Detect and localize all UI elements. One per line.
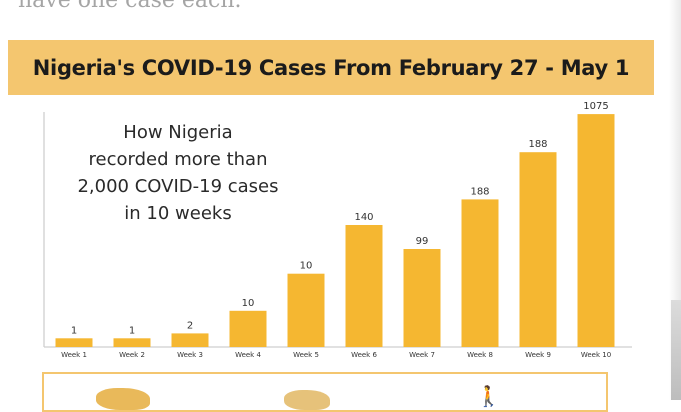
bar-week-5 xyxy=(287,273,325,347)
value-labels-group: 1 1 2 10 10 140 99 188 188 1075 xyxy=(71,101,609,336)
bar-week-6 xyxy=(345,225,383,347)
x-tick-label: Week 9 xyxy=(525,351,551,359)
banner-title: Nigeria's COVID-19 Cases From February 2… xyxy=(32,55,630,80)
decorative-shape xyxy=(284,390,330,410)
chart-title-line: in 10 weeks xyxy=(124,203,231,224)
bar-week-8 xyxy=(461,199,499,347)
data-label: 188 xyxy=(470,186,489,197)
x-tick-label: Week 10 xyxy=(581,351,611,359)
data-label: 10 xyxy=(300,261,313,272)
x-tick-label: Week 7 xyxy=(409,351,435,359)
x-tick-label: Week 4 xyxy=(235,351,261,359)
data-label: 1 xyxy=(129,325,135,336)
bars-group xyxy=(55,114,615,347)
scroll-edge xyxy=(671,300,681,400)
data-label: 188 xyxy=(528,139,547,150)
tick-labels-group: Week 1 Week 2 Week 3 Week 4 Week 5 Week 6 Week… xyxy=(61,351,611,359)
bar-week-9 xyxy=(519,152,557,347)
data-label: 2 xyxy=(187,320,193,331)
data-label: 140 xyxy=(354,212,373,223)
top-text-snippet: have one case each. xyxy=(18,0,242,13)
chart-title: How Nigeria recorded more than 2,000 COVID… xyxy=(77,122,278,224)
data-label: 1 xyxy=(71,325,77,336)
person-icon: 🚶 xyxy=(476,384,501,408)
bar-week-7 xyxy=(403,249,441,347)
chart-title-line: recorded more than xyxy=(89,149,268,170)
x-tick-label: Week 3 xyxy=(177,351,203,359)
data-label: 1075 xyxy=(583,101,608,112)
x-tick-label: Week 8 xyxy=(467,351,493,359)
data-label: 10 xyxy=(242,298,255,309)
bar-week-2 xyxy=(113,338,151,347)
data-label: 99 xyxy=(416,236,429,247)
decorative-shape xyxy=(96,388,150,410)
x-tick-label: Week 6 xyxy=(351,351,377,359)
chart-title-line: 2,000 COVID-19 cases xyxy=(77,176,278,197)
bar-week-10 xyxy=(577,114,615,347)
bar-week-1 xyxy=(55,338,93,347)
x-tick-label: Week 5 xyxy=(293,351,319,359)
title-banner: Nigeria's COVID-19 Cases From February 2… xyxy=(8,40,654,95)
bar-week-3 xyxy=(171,333,209,347)
x-tick-label: Week 2 xyxy=(119,351,145,359)
bar-chart: How Nigeria recorded more than 2,000 COVID… xyxy=(43,101,632,359)
bar-week-4 xyxy=(229,310,267,347)
chart-title-line: How Nigeria xyxy=(123,122,232,143)
bottom-illustration-strip: 🚶 xyxy=(42,372,608,412)
x-tick-label: Week 1 xyxy=(61,351,87,359)
